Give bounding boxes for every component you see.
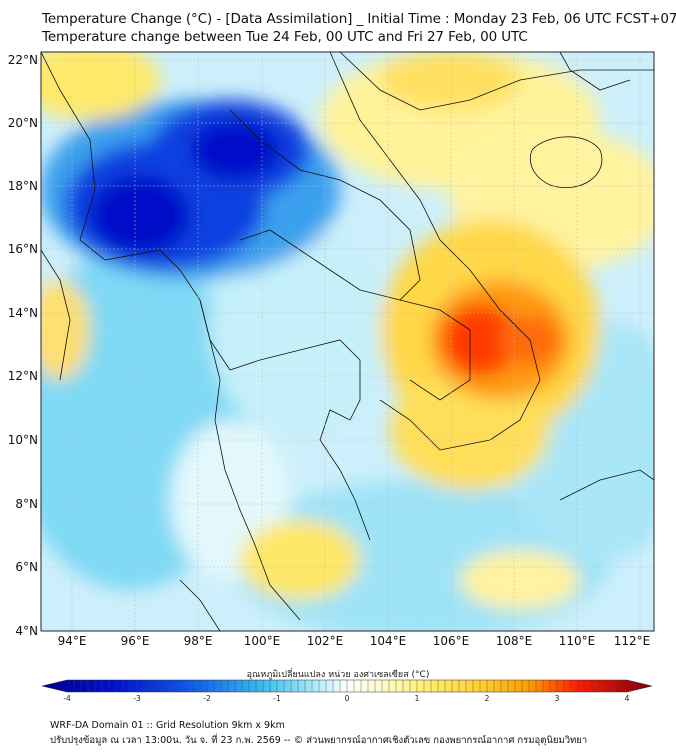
colorbar-tick-marks xyxy=(73,680,621,692)
lon-label: 110°E xyxy=(559,634,596,648)
temperature-field xyxy=(41,52,654,631)
lon-label: 102°E xyxy=(307,634,344,648)
lat-label: 8°N xyxy=(15,497,38,511)
colorbar-tick-label: 4 xyxy=(625,694,630,703)
colorbar: -4 -3 -2 -1 0 1 2 3 4 xyxy=(41,679,653,703)
colorbar-tick-label: 1 xyxy=(415,694,420,703)
lat-label: 4°N xyxy=(15,624,38,638)
colorbar-tick-label: 0 xyxy=(345,694,350,703)
lat-label: 14°N xyxy=(8,306,38,320)
lon-label: 96°E xyxy=(121,634,150,648)
colorbar-tick-label: -2 xyxy=(203,694,211,703)
lon-label: 98°E xyxy=(184,634,213,648)
colorbar-tick-label: -1 xyxy=(273,694,281,703)
colorbar-tick-label: -3 xyxy=(133,694,141,703)
colorbar-tick-label: -4 xyxy=(63,694,71,703)
lon-label: 108°E xyxy=(496,634,533,648)
colorbar-tick-label: 2 xyxy=(485,694,490,703)
footer-model-info: WRF-DA Domain 01 :: Grid Resolution 9km … xyxy=(50,720,285,731)
lat-axis: 22°N 20°N 18°N 16°N 14°N 12°N 10°N 8°N 6… xyxy=(8,53,38,638)
gridlines xyxy=(41,52,654,631)
lon-label: 104°E xyxy=(370,634,407,648)
map-frame xyxy=(40,51,655,632)
lon-label: 94°E xyxy=(58,634,87,648)
colorbar-tick-label: 3 xyxy=(555,694,560,703)
coastlines-and-borders xyxy=(41,52,654,631)
colorbar-title: อุณหภูมิเปลี่ยนแปลง หน่วย องศาเซลเซียส (… xyxy=(246,670,430,680)
lon-axis: 94°E 96°E 98°E 100°E 102°E 104°E 106°E 1… xyxy=(58,634,651,648)
lat-label: 18°N xyxy=(8,179,38,193)
lon-label: 112°E xyxy=(614,634,651,648)
chart-title-line2: Temperature change between Tue 24 Feb, 0… xyxy=(42,29,528,45)
lat-label: 16°N xyxy=(8,242,38,256)
lon-label: 100°E xyxy=(244,634,281,648)
footer-credit: ปรับปรุงข้อมูล ณ เวลา 13:00น. วัน จ. ที่… xyxy=(50,735,588,746)
lat-label: 20°N xyxy=(8,116,38,130)
lat-label: 10°N xyxy=(8,433,38,447)
chart-title-line1: Temperature Change (°C) - [Data Assimila… xyxy=(42,11,676,27)
lon-label: 106°E xyxy=(433,634,470,648)
lat-label: 22°N xyxy=(8,53,38,67)
lat-label: 12°N xyxy=(8,369,38,383)
lat-label: 6°N xyxy=(15,560,38,574)
